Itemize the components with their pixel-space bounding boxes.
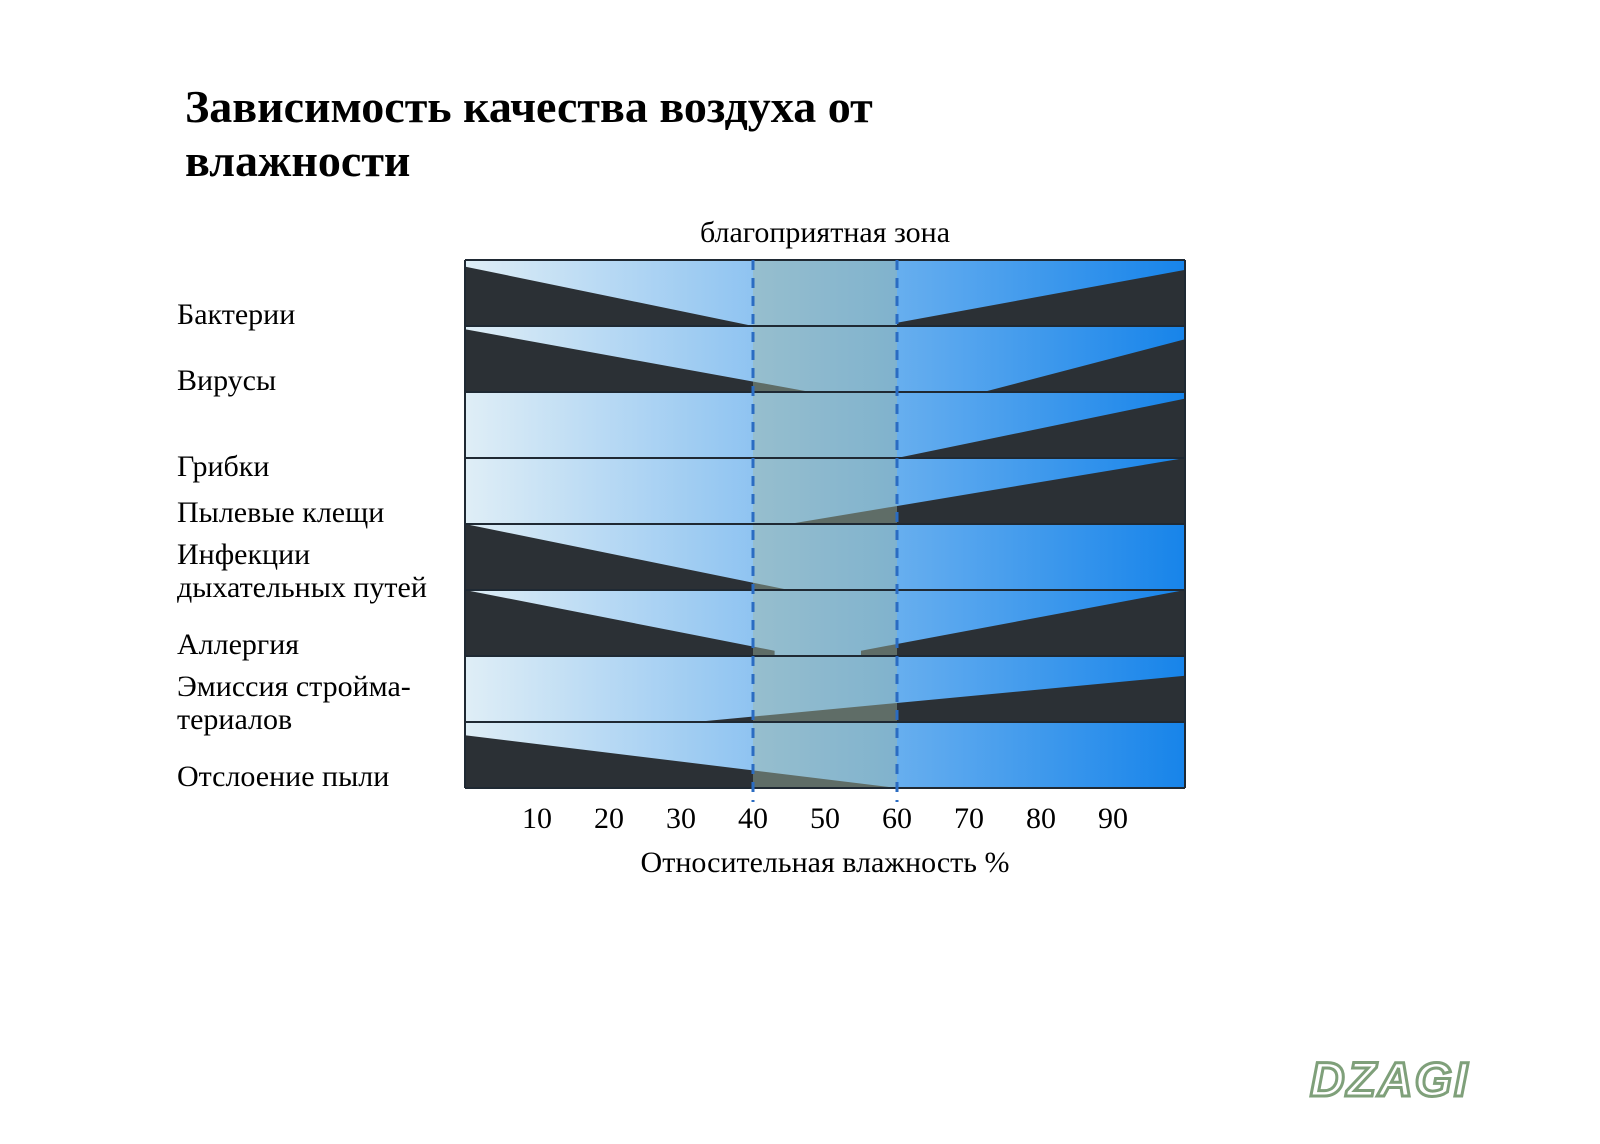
x-tick: 30 xyxy=(666,802,696,836)
x-tick: 90 xyxy=(1098,802,1128,836)
x-tick: 70 xyxy=(954,802,984,836)
watermark-logo: DZAGI xyxy=(1300,1046,1560,1116)
chart-title: Зависимость качества воздуха отвлажности xyxy=(185,80,873,189)
humidity-chart xyxy=(465,260,1185,804)
zone-label: благоприятная зона xyxy=(700,216,950,250)
x-tick: 50 xyxy=(810,802,840,836)
row-label: Грибки xyxy=(177,450,457,483)
x-tick: 40 xyxy=(738,802,768,836)
row-label: Бактерии xyxy=(177,298,457,331)
x-tick: 60 xyxy=(882,802,912,836)
x-tick: 80 xyxy=(1026,802,1056,836)
svg-text:DZAGI: DZAGI xyxy=(1310,1054,1469,1107)
row-label: Эмиссия стройма-териалов xyxy=(177,670,457,736)
row-label: Пылевые клещи xyxy=(177,496,457,529)
row-label: Аллергия xyxy=(177,628,457,661)
x-axis-label: Относительная влажность % xyxy=(641,846,1010,880)
row-label: Инфекциидыхательных путей xyxy=(177,538,457,604)
row-label: Вирусы xyxy=(177,364,457,397)
row-label: Отслоение пыли xyxy=(177,760,457,793)
x-tick: 20 xyxy=(594,802,624,836)
x-tick: 10 xyxy=(522,802,552,836)
